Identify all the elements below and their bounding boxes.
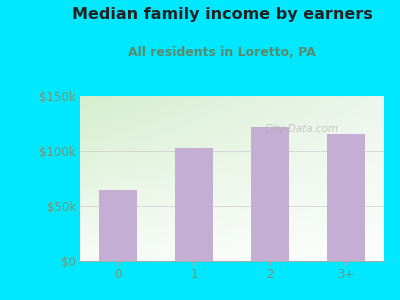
Bar [175, 148, 213, 261]
Bar [327, 134, 365, 261]
Text: All residents in Loretto, PA: All residents in Loretto, PA [128, 46, 316, 59]
Text: City-Data.com: City-Data.com [265, 124, 339, 134]
Bar [251, 127, 289, 261]
Text: Median family income by earners: Median family income by earners [72, 8, 372, 22]
Bar [99, 190, 137, 261]
